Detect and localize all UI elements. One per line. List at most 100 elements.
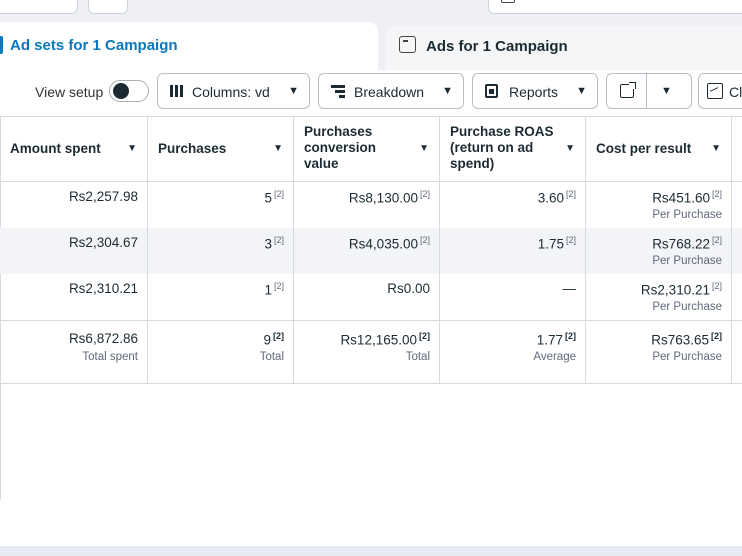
table-header-row: Amount spent ▼ Purchases ▼ Purchases con… <box>0 116 742 182</box>
main-panel: View setup Columns: vd ▼ Breakdown ▼ Rep… <box>0 70 742 546</box>
view-setup-label: View setup <box>35 84 104 100</box>
charts-label: Cl <box>729 84 742 100</box>
footnote-marker: [2] <box>273 281 284 291</box>
cell-cost-per-result: Rs2,310.21 [2] Per Purchase <box>586 274 732 320</box>
conversion-total[interactable]: Rs12,165.00 <box>340 332 417 348</box>
cost-per-result-value[interactable]: Rs2,310.21 <box>640 282 710 298</box>
purchases-value[interactable]: 5 <box>264 190 272 206</box>
sort-caret-icon[interactable]: ▼ <box>127 143 137 154</box>
table-row: Rs2,304.67 3 [2] Rs4,035.00 [2] 1.75 [2] Rs… <box>0 228 742 274</box>
top-small-button[interactable] <box>88 0 128 14</box>
chevron-down-icon: ▼ <box>57 0 67 2</box>
columns-label: Columns: vd <box>192 84 270 100</box>
view-setup-toggle[interactable] <box>109 80 149 102</box>
sort-caret-icon[interactable]: ▼ <box>419 143 429 154</box>
footnote-marker: [2] <box>565 189 576 199</box>
footnote-marker: [2] <box>565 331 576 341</box>
totals-row: Rs6,872.86 Total spent 9 [2] Total Rs12,1… <box>0 320 742 384</box>
conversion-value: Rs0.00 <box>387 281 430 296</box>
reports-button[interactable]: Reports ▼ <box>472 73 598 109</box>
tab-ad-sets[interactable]: Ad sets for 1 Campaign <box>0 22 378 70</box>
purchases-value[interactable]: 1 <box>264 282 272 298</box>
sort-caret-icon[interactable]: ▼ <box>273 143 283 154</box>
date-range-picker[interactable] <box>488 0 742 14</box>
header-purchase-roas[interactable]: Purchase ROAS (return on ad spend) ▼ <box>440 117 586 181</box>
header-label: Amount spent <box>10 141 101 156</box>
chevron-down-icon: ▼ <box>288 85 299 97</box>
cell-roas: 1.75 [2] <box>440 228 586 274</box>
footnote-marker: [2] <box>419 331 430 341</box>
footnote-marker: [2] <box>711 281 722 291</box>
footnote-marker: [2] <box>273 235 284 245</box>
breakdown-button[interactable]: Breakdown ▼ <box>318 73 464 109</box>
cost-per-result-total[interactable]: Rs763.65 <box>651 332 709 348</box>
table-row: Rs2,310.21 1 [2] Rs0.00 — Rs2,310.21 [2] P… <box>0 274 742 320</box>
cell-amount-spent: Rs2,310.21 <box>68 281 138 296</box>
export-button[interactable]: ▼ <box>606 73 692 109</box>
charts-button[interactable]: Cl <box>698 73 742 109</box>
column-divider <box>585 182 586 384</box>
cell-roas: 3.60 [2] <box>440 182 586 228</box>
cost-per-result-value[interactable]: Rs451.60 <box>652 190 710 206</box>
roas-value[interactable]: 3.60 <box>537 190 564 206</box>
header-amount-spent[interactable]: Amount spent ▼ <box>0 117 148 181</box>
footnote-marker: [2] <box>711 189 722 199</box>
footnote-marker: [2] <box>419 189 430 199</box>
cost-per-result-value[interactable]: Rs768.22 <box>652 236 710 252</box>
cell-purchases: 3 [2] <box>148 228 294 274</box>
tab-ad-sets-label: Ad sets for 1 Campaign <box>10 37 178 54</box>
breakdown-label: Breakdown <box>354 84 425 100</box>
header-conversion-value[interactable]: Purchases conversion value ▼ <box>294 117 440 181</box>
cell-cost-per-result: Rs768.22 [2] Per Purchase <box>586 228 732 274</box>
header-label: Cost per result <box>596 141 692 156</box>
column-divider <box>293 182 294 384</box>
header-cost-per-result[interactable]: Cost per result ▼ <box>586 117 732 181</box>
purchases-total[interactable]: 9 <box>263 332 271 348</box>
header-label: Purchases conversion value <box>304 124 377 171</box>
tab-ads[interactable]: Ads for 1 Campaign <box>386 26 742 70</box>
conversion-value[interactable]: Rs4,035.00 <box>348 236 418 252</box>
cell-purchases: 1 [2] <box>148 274 294 320</box>
footnote-marker: [2] <box>711 331 722 341</box>
cell-conversion-value: Rs4,035.00 [2] <box>294 228 440 274</box>
chevron-down-icon: ▼ <box>576 85 587 97</box>
conversion-value[interactable]: Rs8,130.00 <box>348 190 418 206</box>
header-label: Purchase ROAS (return on ad spend) <box>450 124 554 171</box>
cell-purchases: 5 [2] <box>148 182 294 228</box>
cell-cost-per-result: Rs451.60 [2] Per Purchase <box>586 182 732 228</box>
top-toolbar-strip: ▼ <box>0 0 742 18</box>
cell-roas: — <box>440 274 586 320</box>
footnote-marker: [2] <box>565 235 576 245</box>
table-left-border <box>0 116 1 500</box>
chevron-down-icon[interactable]: ▼ <box>661 85 672 97</box>
header-purchases[interactable]: Purchases ▼ <box>148 117 294 181</box>
chart-line-icon <box>707 83 723 99</box>
table-row: Rs2,257.98 5 [2] Rs8,130.00 [2] 3.60 [2] Rs… <box>0 182 742 228</box>
ad-card-icon <box>399 36 416 53</box>
cell-conversion-value: Rs0.00 <box>294 274 440 320</box>
header-label: Purchases <box>158 141 227 156</box>
cell-amount-spent: Rs2,304.67 <box>68 235 138 250</box>
cost-subtext: Per Purchase <box>652 255 722 267</box>
chevron-down-icon: ▼ <box>442 85 453 97</box>
cost-subtext: Per Purchase <box>652 301 722 313</box>
cell-conversion-value: Rs8,130.00 [2] <box>294 182 440 228</box>
purchases-value[interactable]: 3 <box>264 236 272 252</box>
reports-label: Reports <box>509 84 559 100</box>
roas-average[interactable]: 1.77 <box>536 332 563 348</box>
calendar-icon <box>501 0 515 3</box>
export-icon <box>620 82 636 98</box>
reports-icon <box>485 84 498 98</box>
column-divider <box>731 182 732 384</box>
total-purchases: 9 [2] Total <box>259 331 284 363</box>
sort-caret-icon[interactable]: ▼ <box>711 143 721 154</box>
top-dropdown-button[interactable]: ▼ <box>0 0 78 14</box>
total-amount-spent: Rs6,872.86 Total spent <box>68 331 138 363</box>
columns-button[interactable]: Columns: vd ▼ <box>157 73 310 109</box>
active-tab-indicator <box>0 36 3 54</box>
sort-caret-icon[interactable]: ▼ <box>565 143 575 154</box>
footnote-marker: [2] <box>711 235 722 245</box>
roas-value[interactable]: 1.75 <box>537 236 564 252</box>
columns-icon <box>170 85 184 97</box>
cell-amount-spent: Rs2,257.98 <box>68 189 138 204</box>
